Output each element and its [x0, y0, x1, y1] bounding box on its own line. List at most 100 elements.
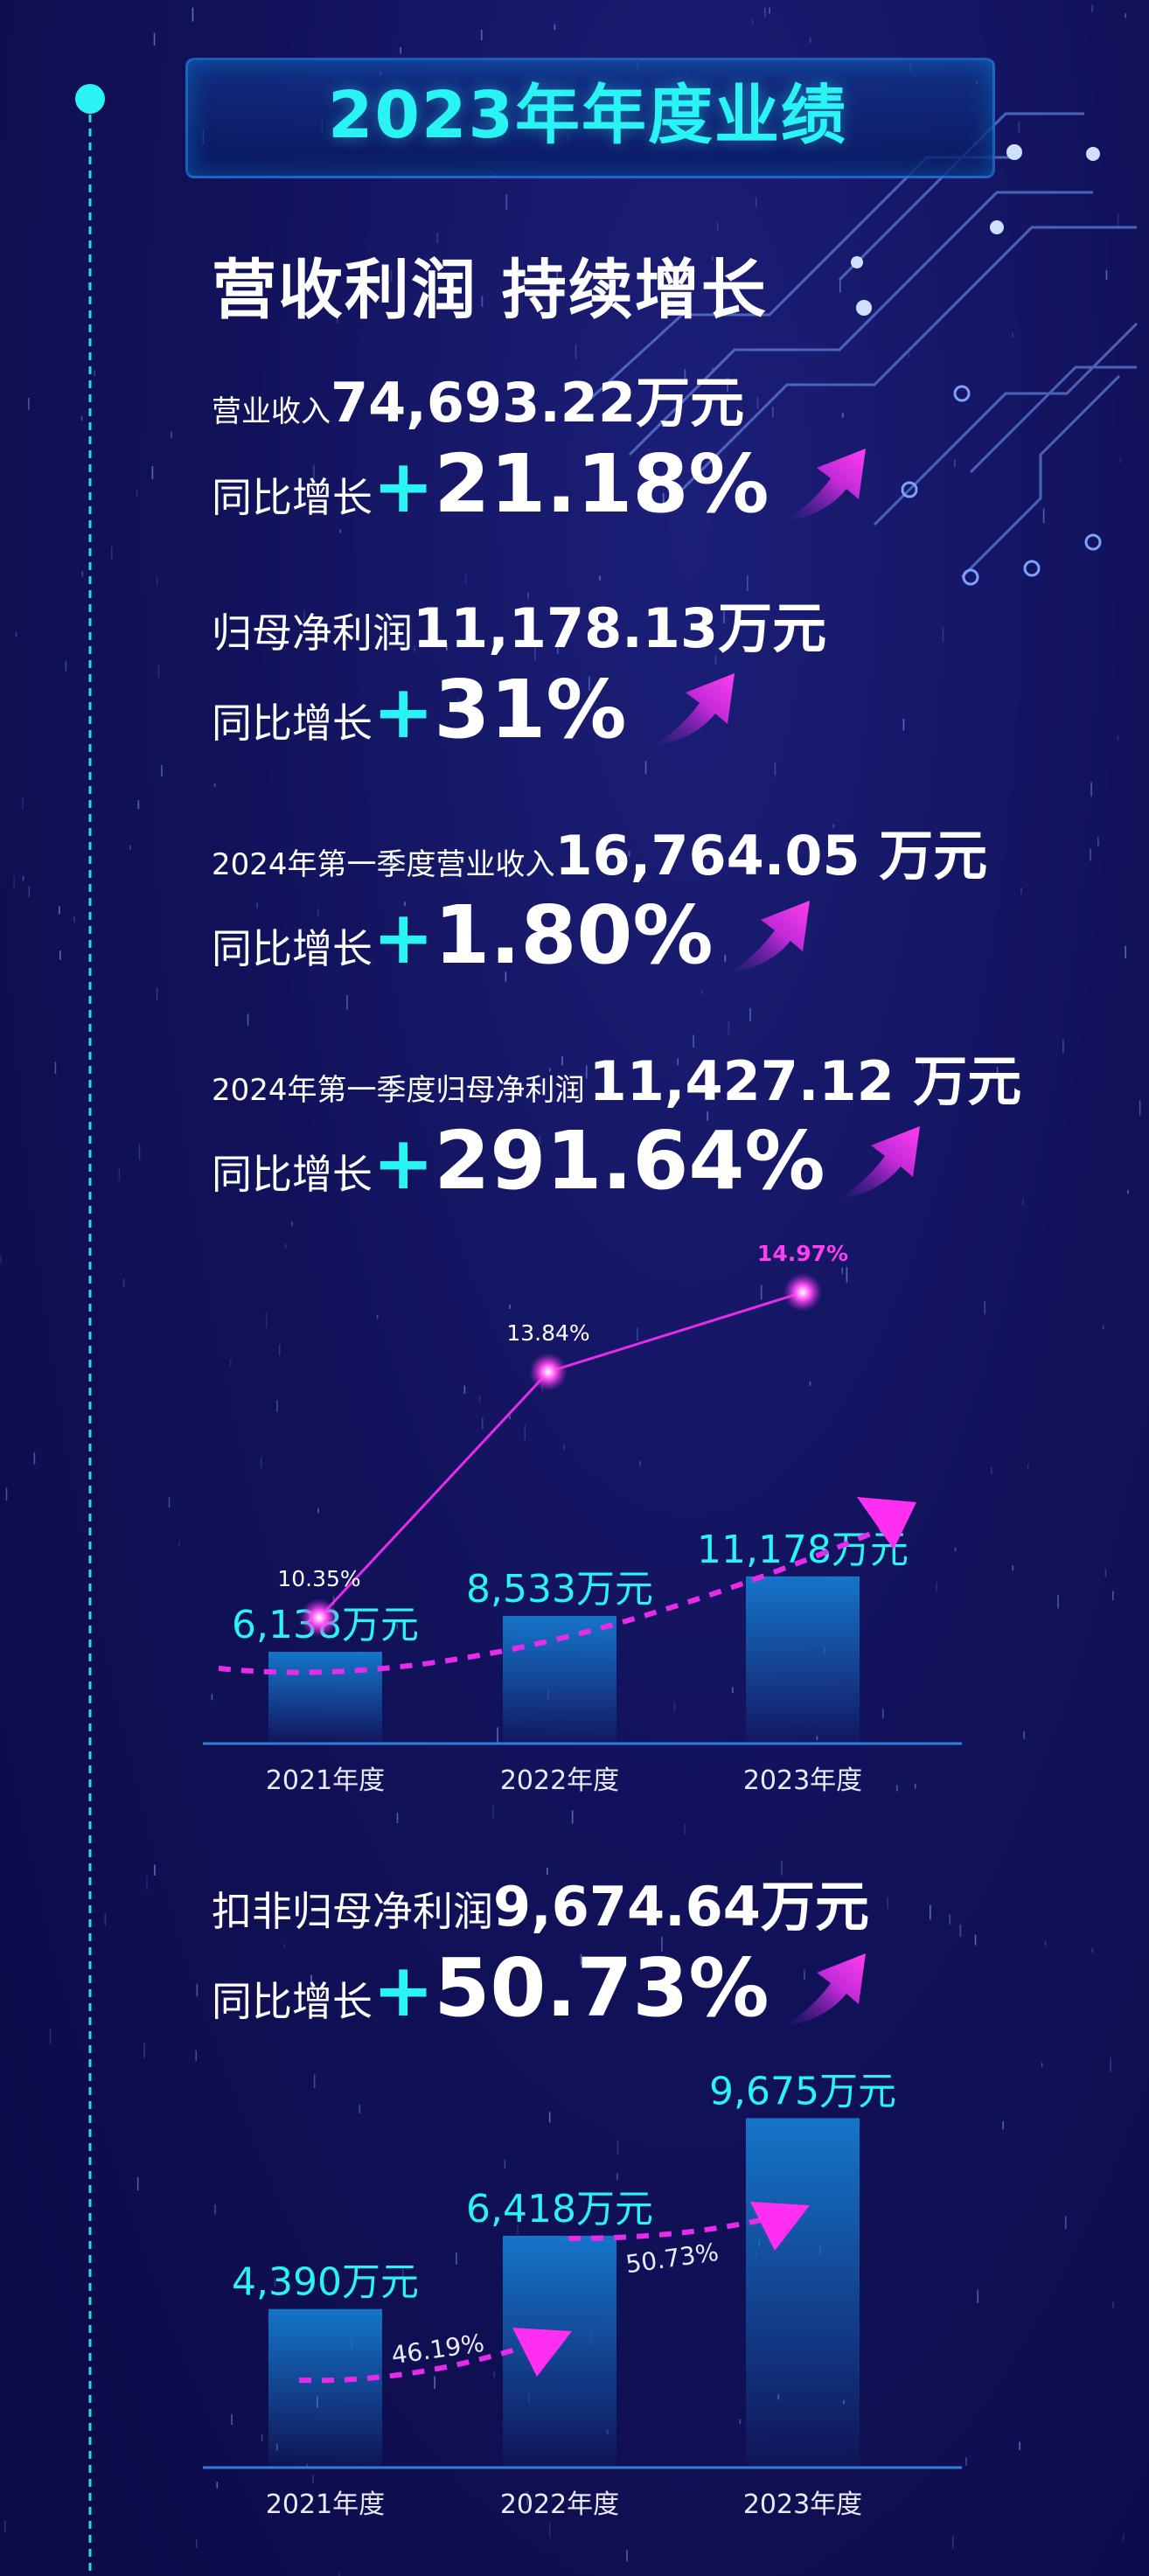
star	[146, 1876, 148, 1891]
star	[716, 222, 719, 232]
star	[749, 1008, 751, 1021]
star	[1105, 269, 1108, 280]
star	[260, 1457, 262, 1468]
star	[651, 471, 652, 486]
star	[1023, 1730, 1025, 1739]
star	[22, 797, 24, 810]
star	[104, 1912, 107, 1926]
star	[28, 397, 30, 410]
star	[0, 1255, 2, 1264]
star	[278, 1344, 281, 1355]
deducted-profit-label: 扣非归母净利润	[212, 1888, 493, 1935]
star	[548, 2112, 551, 2123]
q1-profit-growth-label: 同比增长	[212, 1151, 373, 1198]
star	[65, 661, 67, 672]
star	[684, 1823, 686, 1835]
star	[714, 655, 717, 665]
star	[478, 1396, 481, 1403]
star	[509, 1304, 511, 1309]
net-profit-label: 归母净利润	[212, 609, 413, 657]
growth-arrow-icon	[652, 673, 735, 747]
bar-2022年度	[503, 2235, 616, 2468]
star	[161, 764, 163, 776]
q1-profit-growth: 同比增长+291.64%	[212, 1114, 825, 1208]
revenue-label: 营业收入	[212, 394, 331, 429]
bar-2023年度	[746, 2118, 860, 2468]
growth-arrow-icon	[512, 2328, 572, 2377]
star	[313, 464, 315, 479]
star	[1139, 1100, 1141, 1116]
star	[317, 1507, 319, 1514]
star	[1042, 508, 1045, 524]
x-tick-label: 2023年度	[743, 2489, 862, 2520]
star	[434, 2376, 435, 2390]
growth-arrow-icon	[750, 2202, 810, 2251]
growth-arrow-icon	[728, 901, 810, 974]
star	[192, 7, 194, 22]
star	[841, 1267, 844, 1274]
star	[168, 1497, 171, 1507]
star	[809, 1381, 811, 1386]
star	[171, 431, 172, 439]
star	[599, 575, 601, 581]
net-profit-growth-value: 31%	[434, 663, 627, 756]
star	[137, 800, 140, 810]
star	[628, 851, 630, 857]
star	[396, 1624, 399, 1629]
star	[661, 1936, 663, 1952]
star	[953, 459, 956, 468]
x-tick-label: 2022年度	[500, 1765, 619, 1796]
x-tick-label: 2022年度	[500, 2489, 619, 2520]
q1-profit-row: 2024年第一季度归母净利润 11,427.12 万元	[212, 1037, 1021, 1116]
star	[996, 1067, 999, 1076]
deducted-profit-growth-plus: +	[373, 1947, 435, 2033]
q1-revenue-growth: 同比增长+1.80%	[212, 888, 714, 982]
star	[755, 197, 757, 207]
rate-point	[300, 1598, 338, 1637]
star	[213, 783, 216, 788]
star	[1021, 1198, 1024, 1207]
star	[269, 634, 271, 643]
bar-value-label: 4,390万元	[232, 2260, 419, 2305]
star	[554, 24, 556, 30]
bar-2021年度	[268, 2308, 382, 2468]
star	[54, 1062, 57, 1075]
deducted-profit-growth-value: 50.73%	[434, 1941, 769, 2035]
star	[136, 489, 138, 498]
q1-revenue-label: 2024年第一季度营业收入	[212, 847, 555, 882]
star	[949, 1914, 951, 1925]
star	[724, 954, 727, 963]
star	[1090, 848, 1091, 861]
star	[1064, 2216, 1067, 2230]
star	[839, 279, 841, 293]
star	[291, 1221, 293, 1227]
star	[58, 906, 60, 915]
star	[965, 2457, 967, 2466]
x-tick-label: 2021年度	[266, 1765, 385, 1796]
star	[902, 719, 905, 731]
net-profit-growth: 同比增长+31%	[212, 663, 627, 756]
star	[214, 2204, 216, 2215]
bar-value-label: 11,178万元	[697, 1528, 909, 1572]
star	[712, 366, 714, 372]
star	[712, 255, 714, 261]
growth-arrow-icon	[783, 1953, 866, 2027]
star	[505, 194, 508, 210]
star	[547, 1868, 548, 1875]
star	[684, 369, 686, 381]
star	[338, 2572, 340, 2576]
star	[118, 1167, 121, 1181]
star	[930, 1904, 931, 1920]
page-title: 2023年年度业绩	[328, 78, 847, 153]
net-profit-row: 归母净利润11,178.13万元	[212, 584, 826, 663]
star	[1019, 2441, 1020, 2451]
bar-2023年度	[746, 1576, 860, 1744]
star	[1111, 1591, 1114, 1601]
star	[841, 412, 844, 418]
star	[539, 1135, 541, 1144]
star	[1027, 1464, 1029, 1469]
star	[265, 1312, 268, 1328]
growth-arrow-icon	[838, 1126, 920, 1200]
star	[672, 1136, 675, 1141]
star	[5, 1487, 8, 1501]
